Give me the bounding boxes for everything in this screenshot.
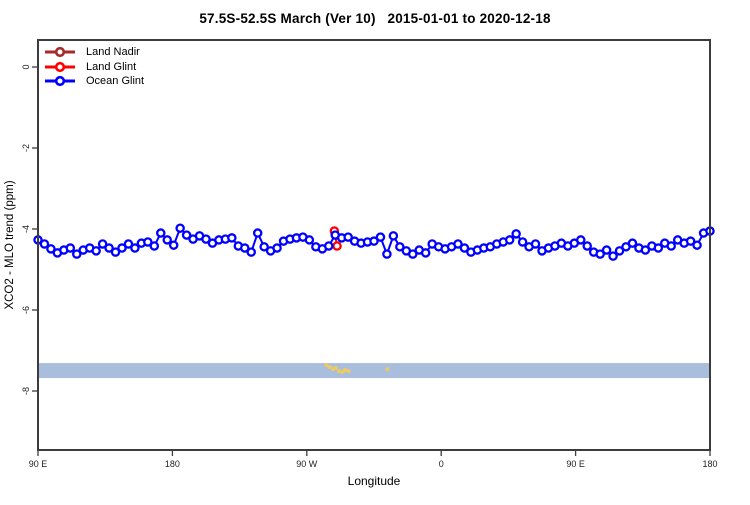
ocean-glint-point [420, 248, 431, 258]
yellow-dot [337, 369, 342, 374]
ocean-glint-point [97, 239, 108, 249]
ocean-glint-point [252, 228, 263, 238]
ocean-glint-point [304, 235, 315, 245]
yellow-dot [385, 367, 390, 372]
yellow-dot [324, 363, 329, 368]
x-tick-label: 0 [439, 459, 444, 469]
legend-item-land-glint: Land Glint [44, 60, 144, 75]
ocean-glint-point [582, 241, 592, 251]
x-tick-label: 180 [702, 459, 717, 469]
y-tick-label: -2 [21, 144, 31, 152]
ocean-glint-point [117, 243, 127, 253]
ocean-glint-point [453, 239, 463, 249]
ocean-glint-point [614, 246, 625, 256]
y-tick-label: -4 [21, 225, 31, 233]
ocean-glint-point [504, 235, 515, 245]
ocean-glint-point [627, 238, 638, 248]
ocean-glint-point [382, 249, 392, 259]
legend-marker-icon [45, 61, 75, 72]
legend-label: Land Glint [86, 60, 137, 73]
y-tick-label: 0 [21, 64, 31, 69]
ocean-glint-point [369, 236, 379, 246]
x-tick-label: 90 E [29, 459, 48, 469]
ocean-glint-point [640, 245, 651, 255]
ocean-glint-point [91, 246, 101, 256]
ocean-glint-point [175, 223, 185, 233]
ocean-glint-point [272, 243, 282, 253]
ocean-glint-point [388, 231, 399, 241]
x-tick-label: 90 E [566, 459, 585, 469]
ocean-glint-point [653, 243, 664, 253]
y-tick-label: -8 [21, 387, 31, 395]
ocean-glint-point [130, 243, 140, 253]
x-tick-label: 180 [165, 459, 180, 469]
ocean-glint-point [375, 232, 386, 242]
ocean-glint-point [517, 237, 528, 247]
yellow-dot [327, 365, 332, 370]
ocean-glint-point [123, 239, 134, 249]
ocean-glint-point [395, 242, 405, 252]
ocean-glint-point [530, 239, 541, 249]
plot-border [37, 39, 711, 451]
land-glint-point [332, 241, 342, 251]
ocean-glint-point [46, 244, 56, 254]
x-axis-label: Longitude [347, 474, 401, 488]
ocean-glint-point [608, 251, 618, 261]
ocean-glint-point [408, 249, 418, 259]
ocean-glint-point [65, 243, 76, 253]
legend-marker-icon [45, 47, 75, 58]
ocean-glint-point [324, 241, 334, 251]
legend: Land Nadir Land Glint Ocean Glint [44, 45, 144, 89]
ocean-glint-point [143, 237, 153, 247]
ocean-glint-point [259, 242, 269, 252]
legend-marker-icon [45, 76, 75, 87]
ocean-glint-point [240, 243, 250, 253]
legend-label: Ocean Glint [86, 75, 145, 87]
y-tick-label: -6 [21, 306, 31, 314]
ocean-glint-point [601, 245, 612, 255]
y-axis-label: XCO2 - MLO trend (ppm) [4, 180, 16, 310]
ocean-glint-point [162, 235, 172, 245]
yellow-dot [333, 365, 338, 370]
ocean-glint-point [692, 240, 702, 250]
legend-label: Land Nadir [86, 46, 140, 58]
ocean-glint-point [685, 236, 696, 246]
chart-title: 57.5S-52.5S March (Ver 10) 2015-01-01 to… [199, 11, 551, 26]
ocean-glint-point [72, 249, 82, 259]
legend-item-land-nadir: Land Nadir [44, 45, 144, 60]
ocean-glint-point [666, 241, 676, 251]
x-tick-label: 90 W [296, 459, 318, 469]
ocean-glint-point [181, 230, 192, 240]
yellow-dot [346, 369, 351, 374]
ocean-glint-point [246, 247, 256, 257]
ocean-glint-point [343, 232, 353, 242]
ocean-glint-point [227, 233, 237, 243]
reference-band [38, 363, 710, 379]
ocean-glint-point [511, 229, 521, 239]
ocean-glint-point [156, 228, 166, 238]
ocean-glint-point [110, 247, 121, 257]
ocean-glint-point [104, 243, 114, 253]
yellow-dot [343, 367, 348, 372]
ocean-glint-point [39, 239, 50, 249]
ocean-glint-point [168, 240, 179, 250]
ocean-glint-point [576, 235, 586, 245]
legend-item-ocean-glint: Ocean Glint [44, 74, 144, 89]
ocean-glint-point [149, 241, 160, 251]
ocean-glint-point [595, 249, 605, 259]
ocean-glint-point [201, 234, 211, 244]
ocean-glint-point [459, 243, 470, 253]
